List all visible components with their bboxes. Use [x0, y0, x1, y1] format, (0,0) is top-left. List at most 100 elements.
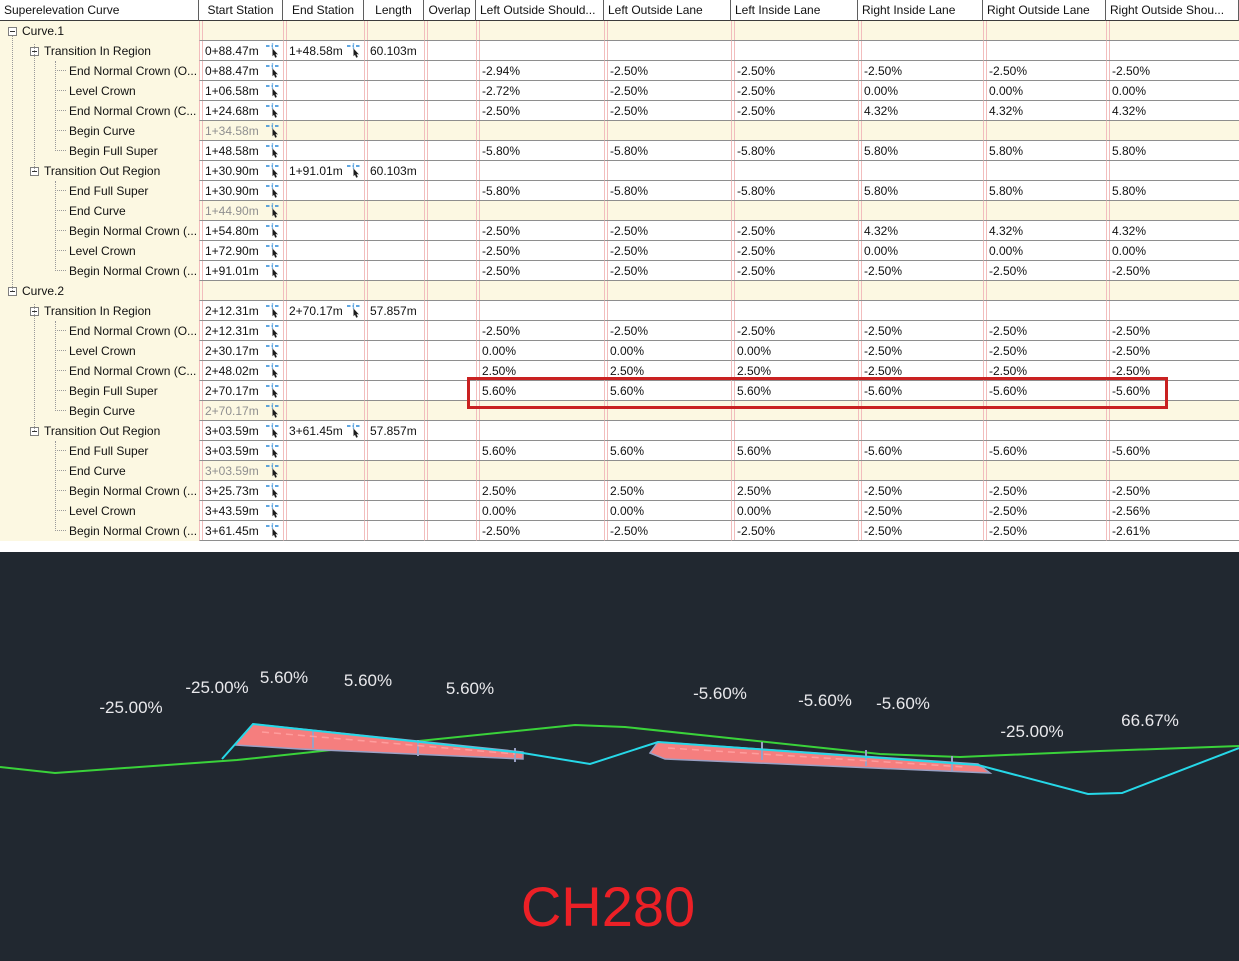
- slope-value-cell[interactable]: 5.60%: [476, 381, 604, 401]
- collapse-toggle[interactable]: [8, 26, 17, 36]
- slope-value-cell[interactable]: -2.50%: [1106, 321, 1239, 341]
- slope-value-cell[interactable]: -2.50%: [1106, 481, 1239, 501]
- slope-value-cell[interactable]: 0.00%: [731, 341, 858, 361]
- slope-value-cell[interactable]: -5.60%: [858, 441, 983, 461]
- start-station-cell[interactable]: 3+25.73m: [199, 481, 283, 501]
- slope-value-cell[interactable]: -2.50%: [858, 61, 983, 81]
- slope-value-cell[interactable]: 2.50%: [731, 481, 858, 501]
- end-station-cell[interactable]: 1+91.01m: [283, 161, 364, 181]
- start-station-cell[interactable]: 1+72.90m: [199, 241, 283, 261]
- slope-value-cell[interactable]: 5.80%: [983, 181, 1106, 201]
- start-station-cell[interactable]: 1+06.58m: [199, 81, 283, 101]
- slope-value-cell[interactable]: 5.80%: [858, 141, 983, 161]
- start-station-cell[interactable]: 0+88.47m: [199, 41, 283, 61]
- slope-value-cell[interactable]: -5.80%: [476, 181, 604, 201]
- station-pick-icon[interactable]: [265, 423, 282, 439]
- slope-value-cell[interactable]: -2.50%: [604, 221, 731, 241]
- slope-value-cell[interactable]: -2.50%: [604, 101, 731, 121]
- slope-value-cell[interactable]: 4.32%: [858, 221, 983, 241]
- slope-label[interactable]: 66.67%: [1121, 711, 1179, 730]
- slope-value-cell[interactable]: 0.00%: [604, 501, 731, 521]
- slope-value-cell[interactable]: -2.50%: [983, 481, 1106, 501]
- slope-value-cell[interactable]: -2.50%: [858, 341, 983, 361]
- station-pick-icon[interactable]: [265, 63, 282, 79]
- station-pick-icon[interactable]: [265, 443, 282, 459]
- column-header[interactable]: Right Outside Lane: [983, 0, 1106, 21]
- slope-value-cell[interactable]: -2.50%: [604, 521, 731, 541]
- station-pick-icon[interactable]: [346, 163, 363, 179]
- start-station-cell[interactable]: 1+54.80m: [199, 221, 283, 241]
- slope-value-cell[interactable]: -2.50%: [604, 241, 731, 261]
- slope-value-cell[interactable]: 2.50%: [476, 361, 604, 381]
- start-station-cell[interactable]: 3+03.59m: [199, 441, 283, 461]
- station-pick-icon[interactable]: [265, 263, 282, 279]
- slope-value-cell[interactable]: 4.32%: [1106, 101, 1239, 121]
- station-pick-icon[interactable]: [265, 383, 282, 399]
- slope-value-cell[interactable]: -2.56%: [1106, 501, 1239, 521]
- slope-value-cell[interactable]: -2.50%: [731, 321, 858, 341]
- slope-value-cell[interactable]: 5.80%: [858, 181, 983, 201]
- slope-value-cell[interactable]: 2.50%: [604, 361, 731, 381]
- start-station-cell[interactable]: 1+91.01m: [199, 261, 283, 281]
- slope-value-cell[interactable]: -2.50%: [858, 521, 983, 541]
- slope-value-cell[interactable]: 0.00%: [983, 81, 1106, 101]
- slope-value-cell[interactable]: -5.80%: [604, 181, 731, 201]
- column-header[interactable]: Superelevation Curve: [0, 0, 199, 21]
- slope-value-cell[interactable]: 5.60%: [731, 441, 858, 461]
- slope-value-cell[interactable]: -2.50%: [731, 81, 858, 101]
- slope-value-cell[interactable]: -2.50%: [858, 361, 983, 381]
- datum-line[interactable]: [221, 722, 1239, 796]
- slope-value-cell[interactable]: -2.50%: [731, 241, 858, 261]
- column-header[interactable]: Left Outside Should...: [476, 0, 604, 21]
- slope-value-cell[interactable]: 2.50%: [731, 361, 858, 381]
- column-header[interactable]: Overlap: [424, 0, 476, 21]
- slope-value-cell[interactable]: 4.32%: [983, 221, 1106, 241]
- station-pick-icon[interactable]: [265, 103, 282, 119]
- slope-value-cell[interactable]: -2.72%: [476, 81, 604, 101]
- slope-value-cell[interactable]: -5.80%: [476, 141, 604, 161]
- chainage-label[interactable]: CH280: [521, 875, 695, 938]
- station-pick-icon[interactable]: [265, 303, 282, 319]
- slope-value-cell[interactable]: -2.50%: [983, 501, 1106, 521]
- slope-value-cell[interactable]: -2.50%: [1106, 341, 1239, 361]
- slope-value-cell[interactable]: 0.00%: [858, 81, 983, 101]
- station-pick-icon[interactable]: [265, 243, 282, 259]
- station-pick-icon[interactable]: [265, 163, 282, 179]
- station-pick-icon[interactable]: [346, 43, 363, 59]
- slope-value-cell[interactable]: -2.50%: [858, 481, 983, 501]
- slope-value-cell[interactable]: -2.50%: [858, 321, 983, 341]
- slope-label[interactable]: -5.60%: [876, 694, 930, 713]
- slope-value-cell[interactable]: -2.50%: [1106, 61, 1239, 81]
- station-pick-icon[interactable]: [265, 43, 282, 59]
- slope-value-cell[interactable]: -2.61%: [1106, 521, 1239, 541]
- slope-value-cell[interactable]: -2.50%: [983, 261, 1106, 281]
- slope-value-cell[interactable]: 5.80%: [983, 141, 1106, 161]
- slope-label[interactable]: 5.60%: [260, 668, 308, 687]
- column-header[interactable]: Left Outside Lane: [604, 0, 731, 21]
- slope-value-cell[interactable]: -2.50%: [1106, 361, 1239, 381]
- slope-value-cell[interactable]: -5.60%: [1106, 381, 1239, 401]
- slope-value-cell[interactable]: 0.00%: [1106, 241, 1239, 261]
- station-pick-icon[interactable]: [265, 223, 282, 239]
- station-pick-icon[interactable]: [265, 363, 282, 379]
- column-header[interactable]: Start Station: [199, 0, 283, 21]
- slope-value-cell[interactable]: 0.00%: [983, 241, 1106, 261]
- station-pick-icon[interactable]: [265, 523, 282, 539]
- start-station-cell[interactable]: 1+48.58m: [199, 141, 283, 161]
- slope-value-cell[interactable]: -2.50%: [604, 321, 731, 341]
- start-station-cell[interactable]: 3+61.45m: [199, 521, 283, 541]
- station-pick-icon[interactable]: [265, 323, 282, 339]
- right-carriageway-shape[interactable]: [648, 741, 993, 774]
- station-pick-icon[interactable]: [265, 483, 282, 499]
- slope-value-cell[interactable]: -2.50%: [731, 261, 858, 281]
- collapse-toggle[interactable]: [30, 46, 39, 56]
- slope-value-cell[interactable]: -2.94%: [476, 61, 604, 81]
- slope-value-cell[interactable]: -2.50%: [983, 521, 1106, 541]
- start-station-cell[interactable]: 2+30.17m: [199, 341, 283, 361]
- slope-value-cell[interactable]: -2.50%: [476, 521, 604, 541]
- slope-value-cell[interactable]: -5.60%: [983, 441, 1106, 461]
- station-pick-icon[interactable]: [265, 463, 282, 479]
- slope-value-cell[interactable]: 0.00%: [604, 341, 731, 361]
- start-station-cell[interactable]: 1+30.90m: [199, 161, 283, 181]
- column-header[interactable]: Left Inside Lane: [731, 0, 858, 21]
